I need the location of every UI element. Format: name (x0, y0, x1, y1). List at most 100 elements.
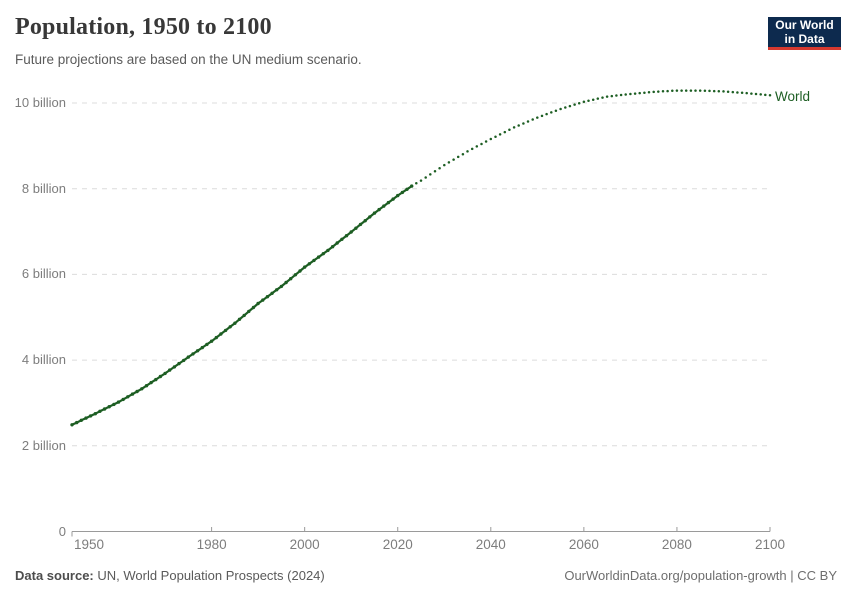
data-point (186, 355, 190, 359)
data-point (233, 321, 237, 325)
data-point (340, 237, 344, 241)
data-point (121, 397, 125, 402)
projection-dot (764, 93, 767, 97)
projection-dot (494, 135, 497, 138)
data-point (223, 328, 228, 333)
projection-dot (708, 89, 711, 93)
projection-dot (461, 152, 465, 156)
projection-dot (577, 101, 581, 105)
projection-dot (726, 90, 730, 94)
data-point (112, 402, 116, 407)
data-point (382, 204, 386, 208)
owid-url-link[interactable]: OurWorldinData.org/population-growth (564, 568, 787, 583)
projection-dot (508, 128, 511, 131)
data-point (237, 317, 242, 321)
projection-dot (433, 170, 437, 173)
data-point (349, 230, 353, 234)
data-point (168, 368, 172, 372)
projection-dot (582, 100, 586, 103)
data-point (261, 298, 265, 302)
projection-dot (643, 91, 646, 94)
x-tick-label: 2000 (289, 536, 320, 552)
data-point (88, 414, 93, 418)
projection-dot (545, 112, 548, 116)
data-point (386, 200, 391, 205)
x-tick-label: 2040 (475, 536, 506, 552)
projection-dot (745, 91, 748, 95)
projection-dot (456, 155, 460, 159)
data-source: Data source: UN, World Population Prospe… (15, 568, 325, 583)
chart-footer: Data source: UN, World Population Prospe… (15, 568, 837, 583)
data-point (330, 245, 335, 249)
data-point (84, 416, 88, 420)
projection-dot (694, 89, 697, 92)
data-point (303, 265, 307, 269)
data-point (284, 280, 288, 285)
data-point (79, 418, 84, 422)
series-line-world-historical[interactable] (70, 185, 413, 426)
data-point (182, 358, 186, 363)
projection-dot (531, 118, 534, 121)
projection-dot (429, 173, 432, 176)
projection-dot (438, 166, 441, 170)
projection-dot (717, 90, 721, 93)
projection-dot (647, 91, 651, 94)
projection-dot (736, 91, 739, 94)
data-point (163, 371, 167, 376)
projection-dot (415, 182, 418, 185)
chart-subtitle: Future projections are based on the UN m… (15, 52, 362, 67)
y-tick-label: 4 billion (21, 352, 66, 368)
data-point (321, 252, 325, 256)
data-point (209, 339, 214, 343)
data-point (107, 405, 111, 409)
data-point (144, 384, 149, 388)
projection-dot (624, 93, 627, 96)
data-point (195, 349, 200, 353)
data-point (372, 211, 377, 215)
data-point (116, 400, 121, 404)
projection-dot (559, 107, 562, 111)
projection-dot (657, 90, 660, 93)
projection-dot (684, 89, 688, 92)
data-point (242, 313, 246, 318)
data-point (391, 197, 395, 201)
projection-dot (503, 130, 507, 134)
data-point (158, 374, 163, 379)
projection-dot (759, 93, 762, 96)
projection-dot (675, 89, 679, 92)
data-point (154, 377, 158, 382)
data-point (93, 412, 98, 416)
x-tick-label: 2020 (382, 536, 413, 552)
y-tick-label: 6 billion (21, 266, 66, 282)
projection-dot (652, 90, 655, 94)
data-point (358, 222, 363, 227)
projection-dot (466, 150, 469, 153)
projection-dot (768, 94, 772, 97)
projection-dot (419, 179, 423, 182)
data-point (377, 207, 381, 212)
projection-dot (452, 158, 455, 161)
data-point (191, 352, 195, 356)
footer-attribution: OurWorldinData.org/population-growth | C… (564, 568, 837, 583)
x-tick-label: 2100 (754, 536, 786, 552)
license-text: | CC BY (786, 568, 837, 583)
x-tick-label: 1980 (196, 536, 227, 552)
data-point (102, 407, 107, 411)
series-label-world[interactable]: World (775, 89, 811, 104)
data-point (293, 273, 298, 277)
owid-logo[interactable]: Our World in Data (768, 17, 841, 50)
projection-dot (605, 95, 609, 98)
projection-dot (443, 163, 446, 167)
data-point (70, 423, 74, 427)
data-point (256, 301, 260, 306)
x-tick-label: 2060 (568, 536, 599, 552)
y-tick-label: 8 billion (21, 180, 66, 196)
data-point (405, 187, 409, 191)
projection-dot (615, 94, 618, 97)
data-point (312, 258, 316, 263)
projection-dot (689, 89, 693, 92)
data-point (368, 215, 372, 219)
data-point (177, 361, 181, 366)
data-point (140, 387, 144, 391)
